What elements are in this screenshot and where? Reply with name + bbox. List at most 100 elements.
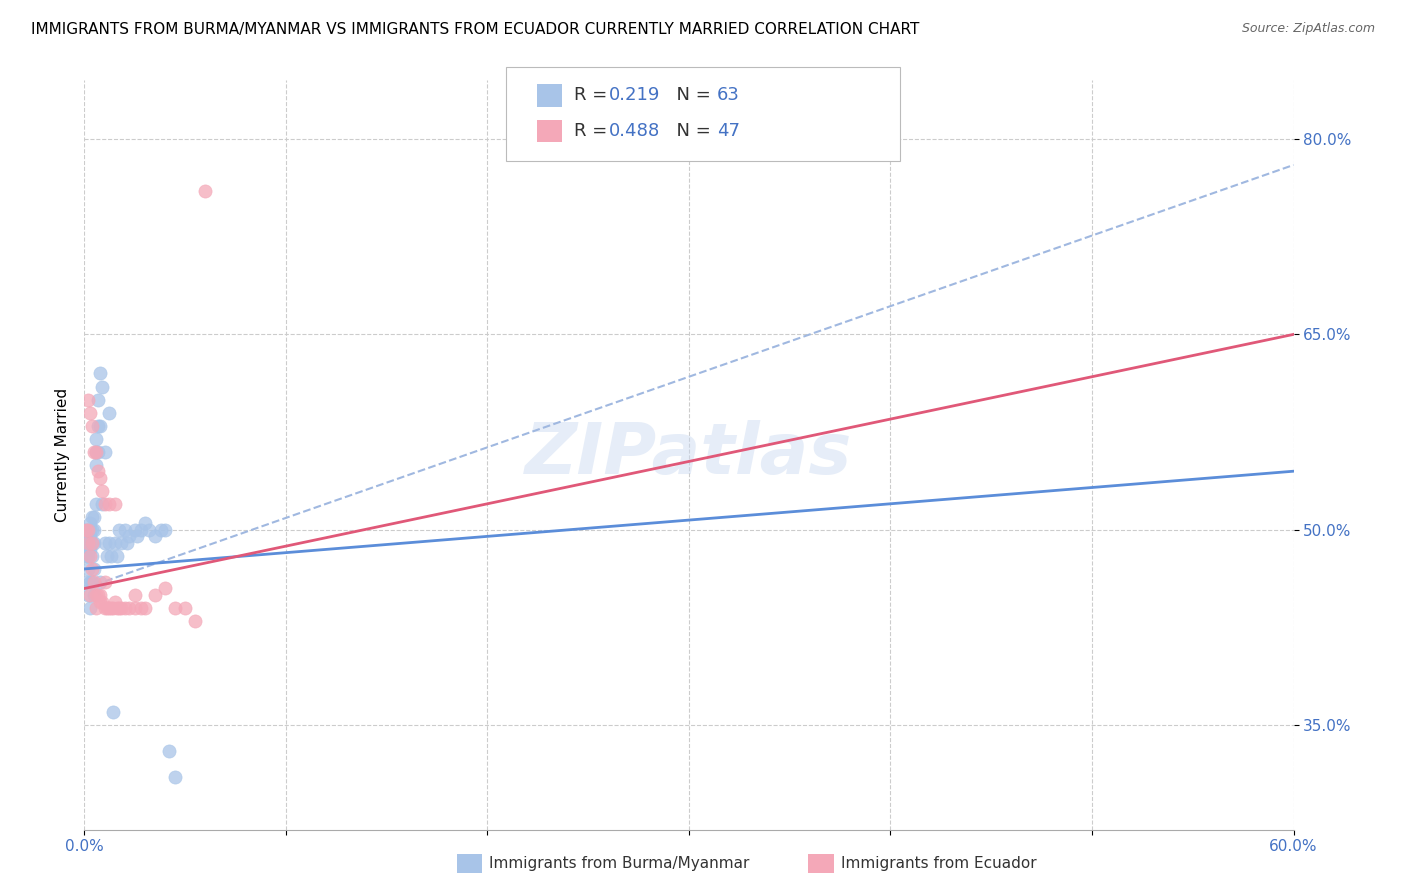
Point xyxy=(79,542,101,557)
Point xyxy=(110,601,132,615)
Point xyxy=(93,601,115,615)
Point xyxy=(83,574,105,589)
Text: Source: ZipAtlas.com: Source: ZipAtlas.com xyxy=(1241,22,1375,36)
Point xyxy=(82,536,104,550)
Point xyxy=(89,574,111,589)
Text: R =: R = xyxy=(574,87,613,104)
Point xyxy=(165,601,187,615)
Point xyxy=(104,594,127,608)
Point xyxy=(114,601,136,615)
Point xyxy=(89,594,111,608)
Point xyxy=(165,771,187,785)
Point xyxy=(83,509,105,524)
Point xyxy=(77,536,100,550)
Point xyxy=(79,574,101,589)
Point xyxy=(77,523,100,537)
Point xyxy=(87,418,110,433)
Point xyxy=(83,536,105,550)
Point xyxy=(124,601,146,615)
Point xyxy=(82,574,104,589)
Point xyxy=(89,367,111,381)
Point xyxy=(100,549,122,563)
Point xyxy=(101,601,124,615)
Point xyxy=(79,601,101,615)
Point xyxy=(82,536,104,550)
Point xyxy=(143,529,166,543)
Point xyxy=(143,588,166,602)
Point xyxy=(93,574,115,589)
Point xyxy=(77,523,100,537)
Point xyxy=(104,497,127,511)
Point xyxy=(184,614,207,628)
Point xyxy=(91,497,114,511)
Point xyxy=(91,483,114,498)
Point xyxy=(105,601,128,615)
Point xyxy=(75,536,97,550)
Text: 0.219: 0.219 xyxy=(609,87,661,104)
Point xyxy=(129,523,152,537)
Point xyxy=(89,418,111,433)
Point xyxy=(107,523,129,537)
Point xyxy=(77,536,100,550)
Point xyxy=(118,529,141,543)
Point xyxy=(138,523,160,537)
Point xyxy=(87,588,110,602)
Point xyxy=(82,509,104,524)
Point xyxy=(79,588,101,602)
Text: 0.488: 0.488 xyxy=(609,122,659,140)
Point xyxy=(124,588,146,602)
Y-axis label: Currently Married: Currently Married xyxy=(55,388,70,522)
Point xyxy=(79,516,101,531)
Point xyxy=(91,594,114,608)
Point xyxy=(77,549,100,563)
Point xyxy=(77,588,100,602)
Point xyxy=(157,744,180,758)
Point xyxy=(93,536,115,550)
Point xyxy=(118,601,141,615)
Text: Immigrants from Ecuador: Immigrants from Ecuador xyxy=(841,856,1036,871)
Text: 47: 47 xyxy=(717,122,740,140)
Point xyxy=(194,184,217,198)
Point xyxy=(79,523,101,537)
Point xyxy=(97,406,120,420)
Point xyxy=(75,549,97,563)
Point xyxy=(93,497,115,511)
Point xyxy=(83,444,105,458)
Text: R =: R = xyxy=(574,122,613,140)
Point xyxy=(105,549,128,563)
Point xyxy=(77,562,100,576)
Point xyxy=(100,601,122,615)
Point xyxy=(101,706,124,720)
Point xyxy=(174,601,197,615)
Point xyxy=(93,444,115,458)
Point xyxy=(75,523,97,537)
Point xyxy=(153,523,176,537)
Point xyxy=(79,529,101,543)
Point xyxy=(87,464,110,478)
Point xyxy=(86,444,108,458)
Point xyxy=(97,601,120,615)
Point xyxy=(96,549,118,563)
Point xyxy=(104,536,127,550)
Point xyxy=(79,536,101,550)
Point xyxy=(110,536,132,550)
Point xyxy=(134,601,156,615)
Point xyxy=(86,444,108,458)
Point xyxy=(83,562,105,576)
Point xyxy=(75,523,97,537)
Point xyxy=(87,444,110,458)
Point xyxy=(86,458,108,472)
Text: N =: N = xyxy=(665,87,717,104)
Point xyxy=(82,523,104,537)
Point xyxy=(97,497,120,511)
Point xyxy=(83,588,105,602)
Point xyxy=(97,536,120,550)
Text: IMMIGRANTS FROM BURMA/MYANMAR VS IMMIGRANTS FROM ECUADOR CURRENTLY MARRIED CORRE: IMMIGRANTS FROM BURMA/MYANMAR VS IMMIGRA… xyxy=(31,22,920,37)
Point xyxy=(77,529,100,543)
Text: N =: N = xyxy=(665,122,717,140)
Point xyxy=(77,392,100,407)
Point xyxy=(125,529,148,543)
Point xyxy=(86,497,108,511)
Point xyxy=(153,582,176,596)
Point xyxy=(83,523,105,537)
